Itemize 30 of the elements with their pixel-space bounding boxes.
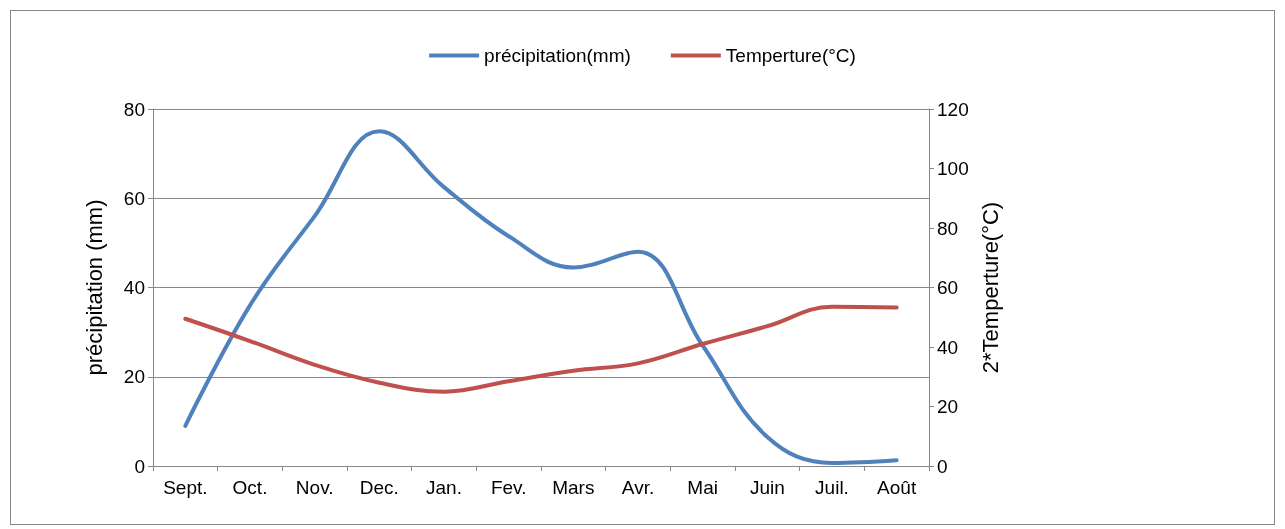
y2-tick-label: 100	[937, 158, 969, 179]
y-tick-label: 40	[123, 277, 145, 298]
y2-tick-label: 0	[937, 455, 948, 477]
x-tick-label: Juin	[749, 477, 785, 498]
legend-label: Temperture(°C)	[725, 45, 856, 66]
y2-tick-label: 120	[937, 98, 969, 120]
x-tick-label: Juil.	[815, 477, 849, 498]
x-tick-label: Mars	[552, 477, 595, 498]
x-tick-label: Dec.	[359, 477, 399, 498]
x-tick-label: Oct.	[232, 477, 268, 498]
x-tick-label: Août	[877, 477, 917, 498]
y2-axis-title: 2*Temperture(°C)	[978, 201, 1004, 374]
x-tick-label: Mai	[687, 477, 718, 498]
line-series	[183, 129, 899, 465]
x-tick-label: Sept.	[163, 477, 208, 498]
y2-tick-label: 20	[937, 396, 959, 417]
x-tick-label: Nov.	[295, 477, 334, 498]
y-tick-label: 60	[123, 187, 145, 209]
x-tick-label: Fev.	[490, 477, 527, 498]
x-tick-label: Jan.	[426, 477, 462, 498]
y-axis-title: précipitation (mm)	[81, 199, 107, 376]
y-tick-label: 20	[123, 366, 145, 388]
x-tick-label: Avr.	[621, 477, 655, 498]
y-tick-label: 80	[123, 98, 145, 120]
legend-label: précipitation(mm)	[484, 45, 631, 66]
line-series	[183, 304, 899, 394]
y2-tick-label: 80	[937, 217, 959, 239]
y2-tick-label: 60	[937, 277, 959, 298]
y-tick-label: 0	[134, 455, 145, 477]
y2-tick-label: 40	[937, 336, 959, 358]
